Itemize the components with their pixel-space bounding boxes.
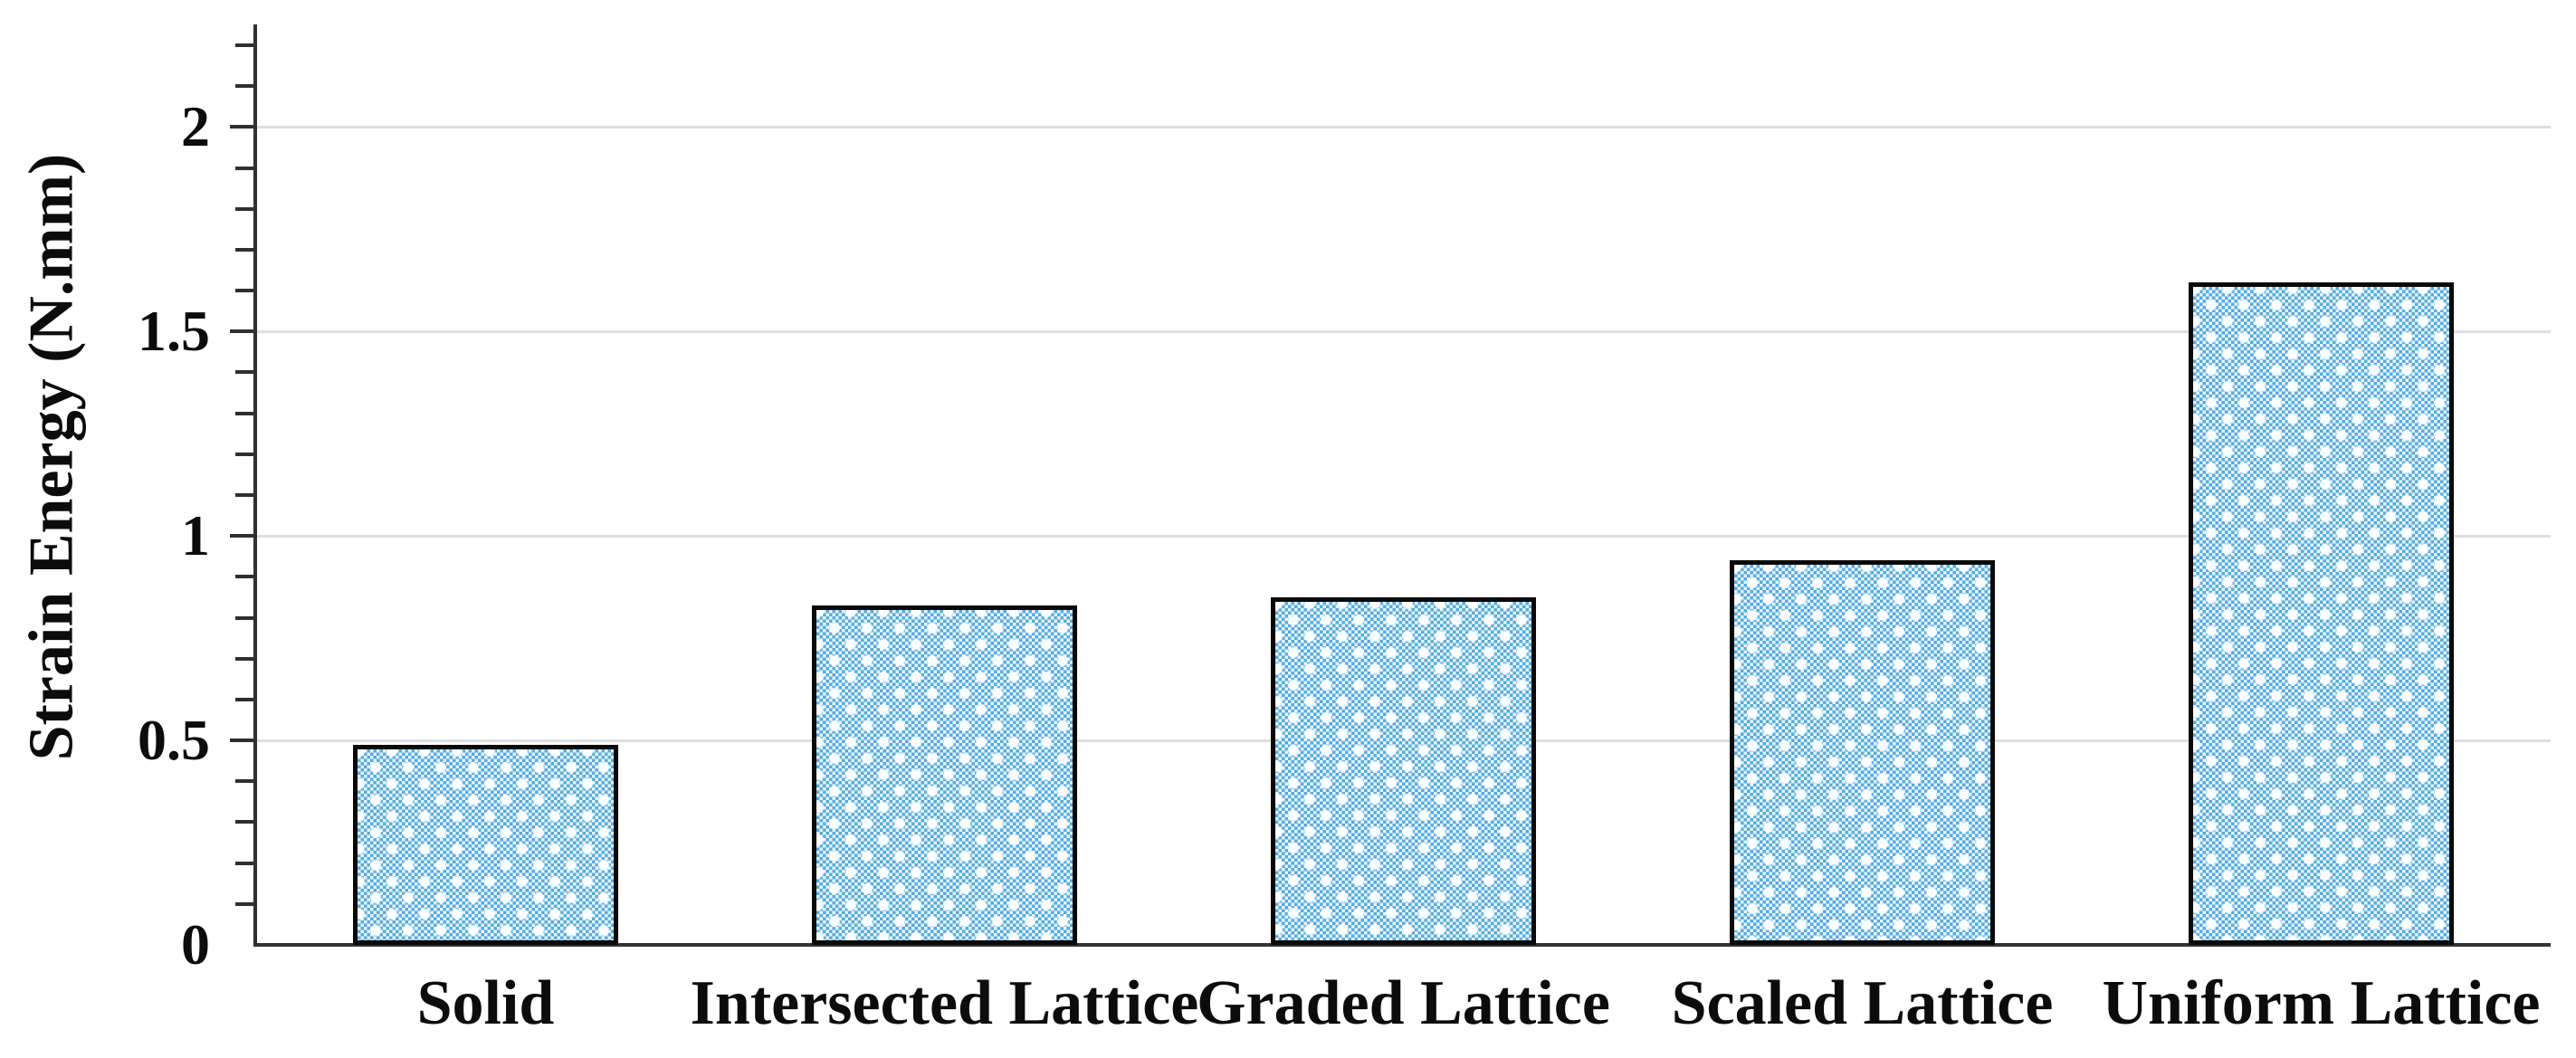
y-gridline — [257, 126, 2551, 129]
y-minor-tick — [235, 862, 253, 865]
y-gridline — [257, 535, 2551, 538]
y-minor-tick — [235, 902, 253, 906]
y-major-tick — [230, 534, 253, 538]
x-category-label: Graded Lattice — [1197, 968, 1610, 1038]
x-category-label: Uniform Lattice — [2102, 968, 2541, 1038]
x-axis-line — [253, 943, 2551, 947]
chart-bar — [1730, 560, 1995, 945]
chart-bar — [812, 605, 1077, 945]
y-major-tick — [230, 739, 253, 742]
y-minor-tick — [235, 657, 253, 661]
y-minor-tick — [235, 453, 253, 456]
y-major-tick — [230, 329, 253, 333]
y-minor-tick — [235, 289, 253, 292]
y-minor-tick — [235, 616, 253, 620]
y-minor-tick — [235, 248, 253, 252]
y-minor-tick — [235, 370, 253, 374]
y-minor-tick — [235, 167, 253, 170]
y-minor-tick — [235, 493, 253, 497]
chart-bar — [353, 745, 618, 945]
chart-bar — [2189, 282, 2454, 945]
y-tick-label: 1 — [181, 503, 210, 567]
y-tick-label: 2 — [181, 94, 210, 158]
y-minor-tick — [235, 43, 253, 47]
y-minor-tick — [235, 779, 253, 783]
y-tick-label: 1.5 — [138, 299, 210, 363]
y-minor-tick — [235, 412, 253, 415]
y-gridline — [257, 330, 2551, 333]
y-tick-label: 0.5 — [138, 708, 210, 772]
y-tick-label: 0 — [181, 912, 210, 977]
y-major-tick — [230, 125, 253, 129]
y-axis-line — [253, 24, 257, 947]
y-minor-tick — [235, 820, 253, 824]
x-category-label: Intersected Lattice — [690, 968, 1199, 1038]
chart-bar — [1271, 597, 1536, 945]
y-minor-tick — [235, 698, 253, 701]
x-category-label: Scaled Lattice — [1671, 968, 2054, 1038]
y-minor-tick — [235, 575, 253, 578]
y-axis-title: Strain Energy (N.mm) — [16, 153, 86, 761]
y-minor-tick — [235, 84, 253, 88]
x-category-label: Solid — [416, 968, 555, 1038]
y-minor-tick — [235, 207, 253, 211]
